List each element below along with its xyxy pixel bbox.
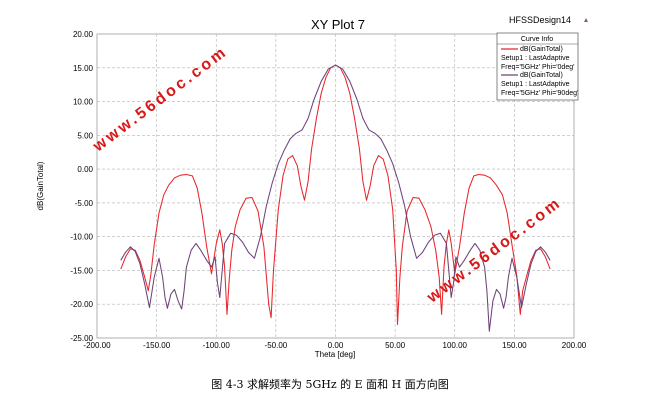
x-axis-label: Theta [deg] bbox=[315, 350, 355, 359]
y-tick-label: -10.00 bbox=[70, 233, 93, 242]
x-tick-label: 150.00 bbox=[502, 341, 527, 350]
x-tick-label: -50.00 bbox=[265, 341, 288, 350]
x-tick-label: -100.00 bbox=[203, 341, 231, 350]
y-tick-label: 15.00 bbox=[73, 64, 94, 73]
y-tick-label: -5.00 bbox=[75, 199, 94, 208]
x-tick-label: 0.00 bbox=[328, 341, 344, 350]
triangle-icon bbox=[584, 18, 588, 22]
grid bbox=[96, 33, 575, 339]
y-tick-label: -15.00 bbox=[70, 266, 93, 275]
plot-area: -200.00 -150.00 -100.00 -50.00 0.00 50.00 100.… bbox=[70, 30, 586, 350]
figure-caption: 图 4-3 求解频率为 5GHz 的 E 面和 H 面方向图 bbox=[211, 378, 449, 391]
legend-series-2-name: dB(GainTotal) bbox=[520, 72, 563, 79]
legend-series-2-setup: Setup1 : LastAdaptive bbox=[501, 81, 570, 88]
legend-series-1-setup: Setup1 : LastAdaptive bbox=[501, 55, 570, 62]
x-tick-label: 200.00 bbox=[562, 341, 587, 350]
x-tick-label: 50.00 bbox=[385, 341, 406, 350]
legend-series-1-freq: Freq='5GHz' Phi='0deg' bbox=[501, 64, 574, 71]
design-name: HFSSDesign14 bbox=[509, 15, 571, 25]
x-tick-label: 100.00 bbox=[443, 341, 468, 350]
legend-title: Curve Info bbox=[521, 36, 553, 43]
y-tick-label: 10.00 bbox=[73, 98, 94, 107]
y-tick-label: -20.00 bbox=[70, 300, 93, 309]
legend-series-2-freq: Freq='5GHz' Phi='90deg' bbox=[501, 90, 578, 97]
y-tick-label: -25.00 bbox=[70, 334, 93, 343]
legend: Curve Info dB(GainTotal) Setup1 : LastAd… bbox=[496, 32, 579, 101]
y-axis-label: dB(GainTotal) bbox=[36, 161, 45, 210]
x-tick-label: -200.00 bbox=[83, 341, 111, 350]
y-tick-label: 20.00 bbox=[73, 30, 94, 39]
series bbox=[120, 64, 551, 332]
x-tick-label: -150.00 bbox=[143, 341, 171, 350]
legend-series-1-name: dB(GainTotal) bbox=[520, 46, 563, 53]
y-tick-label: 0.00 bbox=[77, 165, 93, 174]
series-line-2 bbox=[120, 64, 551, 332]
chart-title: XY Plot 7 bbox=[311, 17, 365, 32]
y-tick-label: 5.00 bbox=[77, 131, 93, 140]
ticks: -200.00 -150.00 -100.00 -50.00 0.00 50.00 100.… bbox=[70, 30, 586, 350]
